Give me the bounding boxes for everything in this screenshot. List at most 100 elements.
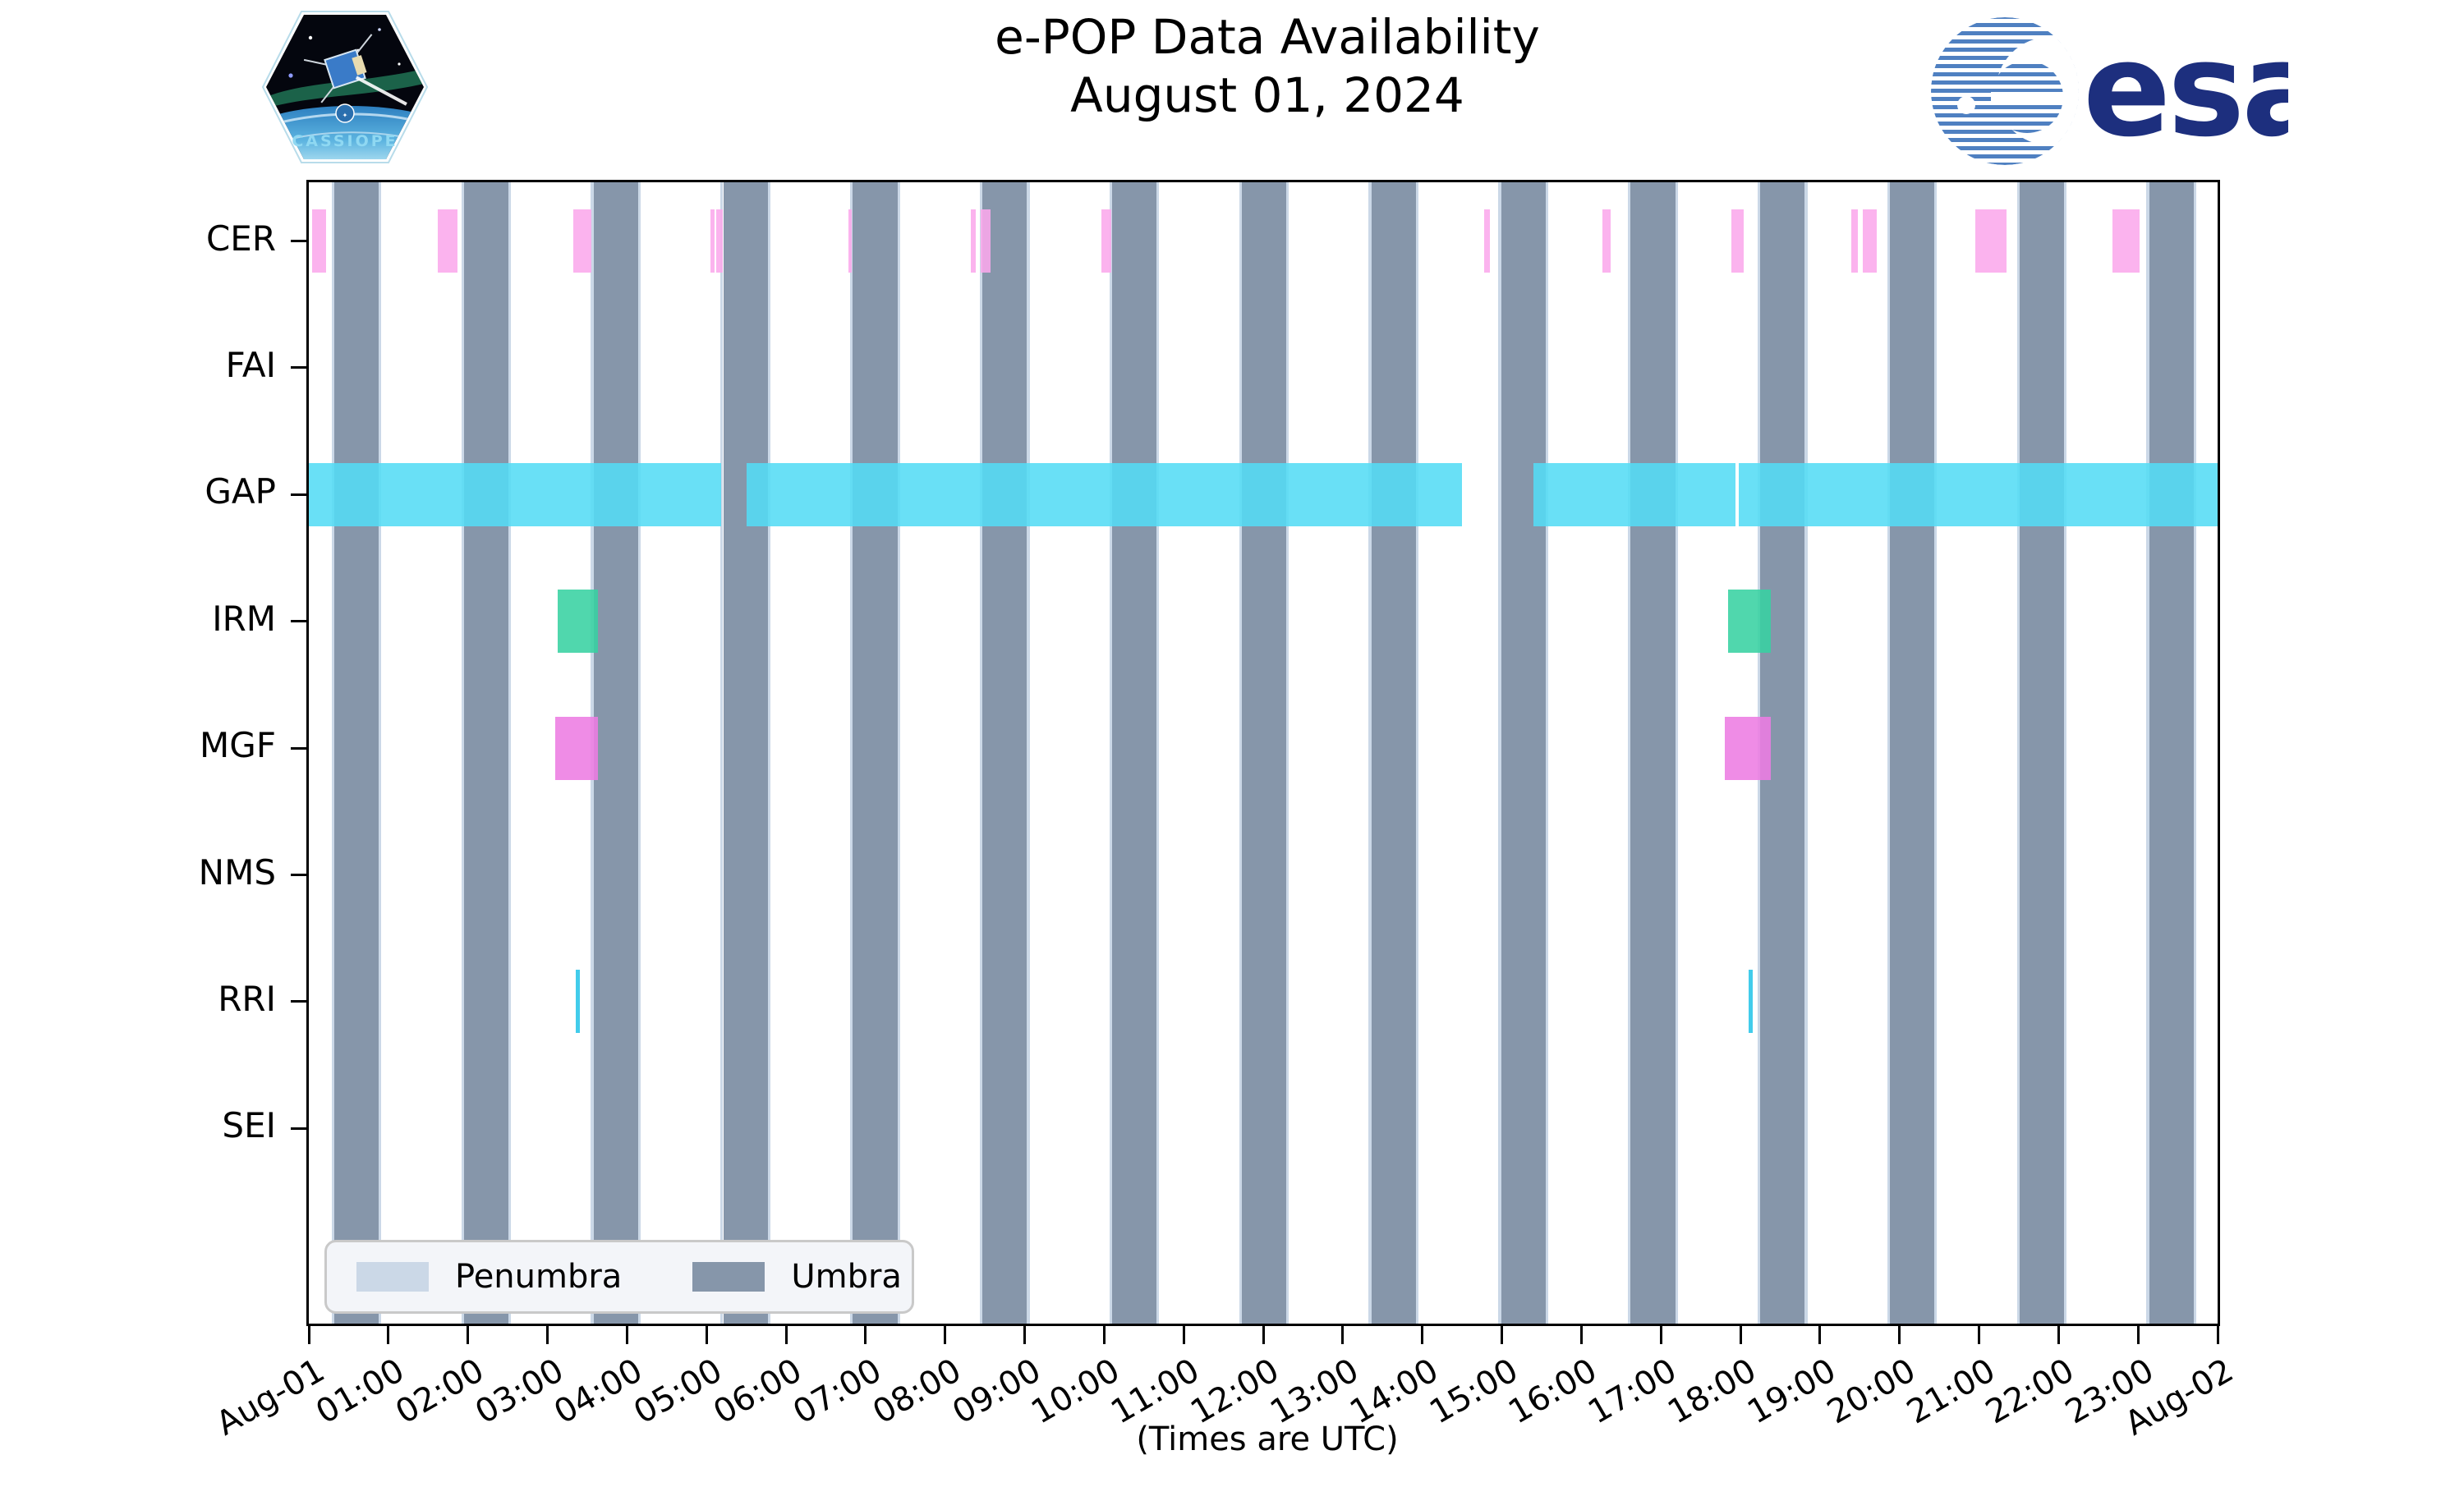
umbra-bar [1112, 182, 1157, 1324]
umbra-bar [2019, 182, 2065, 1324]
x-tick-mark [1501, 1326, 1503, 1344]
x-tick-mark [1898, 1326, 1901, 1344]
x-tick-mark [1818, 1326, 1822, 1344]
umbra-bar [593, 182, 638, 1324]
esa-wordmark: esa [2083, 15, 2288, 166]
penumbra-strip [2146, 182, 2149, 1324]
x-tick-mark [1978, 1326, 1980, 1344]
x-tick-mark [944, 1326, 947, 1344]
legend: Penumbra Umbra [324, 1240, 914, 1314]
legend-item-umbra: Umbra [692, 1258, 902, 1296]
umbra-bar [1630, 182, 1676, 1324]
y-axis-label-nms: NMS [198, 851, 276, 893]
penumbra-strip [1628, 182, 1631, 1324]
data-bar-cer [981, 209, 991, 273]
penumbra-strip [331, 182, 334, 1324]
penumbra-strip [2064, 182, 2067, 1324]
y-tick-mark [291, 493, 309, 496]
penumbra-strip [1498, 182, 1501, 1324]
penumbra-strip [2016, 182, 2020, 1324]
x-tick-mark [1182, 1326, 1185, 1344]
data-bar-cer [710, 209, 715, 273]
umbra-bar [1371, 182, 1416, 1324]
x-tick-mark [2136, 1326, 2140, 1344]
x-axis-note: (Times are UTC) [1136, 1420, 1399, 1458]
y-tick-mark [291, 1000, 309, 1003]
penumbra-strip [637, 182, 641, 1324]
x-tick-mark [307, 1326, 310, 1344]
penumbra-strip [767, 182, 770, 1324]
x-tick-mark [467, 1326, 470, 1344]
x-tick-mark [784, 1326, 788, 1344]
y-axis-label-rri: RRI [218, 978, 276, 1019]
x-tick-mark [546, 1326, 549, 1344]
x-tick-mark [1341, 1326, 1345, 1344]
data-bar-irm [558, 590, 599, 654]
penumbra-strip [897, 182, 900, 1324]
data-bar-cer [311, 209, 327, 273]
data-bar-irm [1727, 590, 1771, 654]
penumbra-strip [508, 182, 512, 1324]
data-bar-cer [437, 209, 458, 273]
legend-penumbra-label: Penumbra [455, 1258, 623, 1296]
x-tick-mark [2057, 1326, 2060, 1344]
legend-penumbra-swatch [356, 1262, 429, 1292]
x-tick-mark [1023, 1326, 1026, 1344]
x-tick-mark [1102, 1326, 1106, 1344]
umbra-bar [2149, 182, 2194, 1324]
data-bar-cer [848, 209, 853, 273]
x-tick-mark [1579, 1326, 1583, 1344]
esa-logo-graphic: esa [1931, 15, 2329, 166]
data-bar-cer [2112, 209, 2140, 273]
data-bar-gap [1533, 462, 1736, 526]
legend-item-penumbra: Penumbra [356, 1258, 622, 1296]
legend-umbra-label: Umbra [791, 1258, 902, 1296]
x-tick-mark [1421, 1326, 1424, 1344]
cassiope-hexagon-patch: ✦ CASSIOPE [261, 11, 429, 163]
umbra-bar [1241, 182, 1287, 1324]
umbra-bar [723, 182, 768, 1324]
penumbra-strip [1545, 182, 1548, 1324]
penumbra-strip [1156, 182, 1160, 1324]
y-tick-mark [291, 366, 309, 369]
title-block: e-POP Data Availability August 01, 2024 [309, 8, 2226, 125]
x-tick-mark [864, 1326, 867, 1344]
y-axis-label-fai: FAI [225, 344, 276, 385]
y-axis-label-gap: GAP [205, 471, 276, 512]
y-axis-label-irm: IRM [212, 598, 276, 639]
data-bar-cer [1602, 209, 1611, 273]
umbra-bar [1501, 182, 1546, 1324]
penumbra-strip [1109, 182, 1112, 1324]
penumbra-strip [1415, 182, 1419, 1324]
data-bar-cer [1850, 209, 1859, 273]
y-tick-mark [291, 620, 309, 623]
data-bar-mgf [555, 716, 599, 780]
cassiope-logo-text: CASSIOPE [292, 132, 398, 150]
data-bar-gap [1739, 462, 2218, 526]
legend-umbra-swatch [692, 1262, 765, 1292]
y-tick-mark [291, 874, 309, 876]
data-bar-gap [309, 462, 721, 526]
penumbra-strip [1934, 182, 1938, 1324]
data-bar-cer [573, 209, 591, 273]
y-axis-label-mgf: MGF [200, 725, 276, 766]
penumbra-strip [720, 182, 724, 1324]
data-bar-gap [746, 462, 1463, 526]
penumbra-strip [1027, 182, 1030, 1324]
umbra-bar [1890, 182, 1935, 1324]
penumbra-strip [1804, 182, 1808, 1324]
umbra-bar [853, 182, 898, 1324]
umbra-bar [982, 182, 1027, 1324]
data-bar-cer [970, 209, 977, 273]
penumbra-strip [1675, 182, 1678, 1324]
x-tick-mark [2216, 1326, 2219, 1344]
x-tick-mark [1262, 1326, 1265, 1344]
data-bar-cer [1974, 209, 2007, 273]
plot-area [309, 182, 2218, 1324]
data-bar-cer [1731, 209, 1744, 273]
x-tick-mark [1739, 1326, 1742, 1344]
penumbra-strip [379, 182, 382, 1324]
penumbra-strip [850, 182, 853, 1324]
data-bar-rri [1748, 970, 1753, 1034]
cassiope-mission-logo: ✦ CASSIOPE [260, 5, 430, 169]
